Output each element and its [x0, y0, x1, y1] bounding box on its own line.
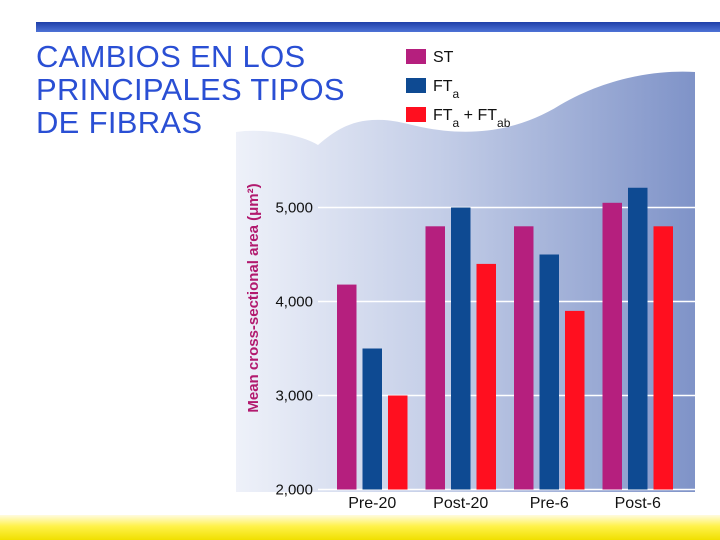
y-tick-label: 4,000: [275, 294, 313, 311]
top-rule: [36, 22, 720, 32]
y-tick-labels: 2,000 3,000 4,000 5,000: [275, 200, 313, 499]
legend-swatch: [406, 49, 426, 64]
category-label: Pre-20: [348, 495, 396, 512]
category-label: Pre-6: [530, 495, 569, 512]
slide-title: CAMBIOS EN LOS PRINCIPALES TIPOS DE FIBR…: [36, 40, 396, 139]
bar: [514, 226, 534, 490]
bar: [565, 310, 585, 490]
y-tick-label: 2,000: [275, 482, 313, 499]
y-tick-label: 3,000: [275, 388, 313, 405]
bottom-bar: [0, 515, 720, 540]
legend: ST FTa FTa + FTab: [406, 49, 511, 130]
legend-label: FTa + FTab: [433, 107, 511, 130]
title-line-2: PRINCIPALES TIPOS: [36, 72, 345, 107]
bar: [653, 226, 673, 490]
category-labels: Pre-20 Post-20 Pre-6 Post-6: [348, 495, 661, 512]
title-line-1: CAMBIOS EN LOS: [36, 39, 306, 74]
bar: [451, 207, 471, 490]
legend-swatch: [406, 107, 426, 122]
bar: [476, 263, 496, 490]
y-axis-label: Mean cross-sectional area (μm²): [245, 183, 262, 412]
bar: [362, 348, 382, 490]
title-line-3: DE FIBRAS: [36, 105, 203, 140]
category-label: Post-20: [433, 495, 488, 512]
bar: [602, 202, 622, 490]
legend-swatch: [406, 78, 426, 93]
bar: [539, 254, 559, 490]
category-label: Post-6: [615, 495, 661, 512]
bar: [628, 187, 648, 490]
bar: [337, 284, 357, 490]
y-tick-label: 5,000: [275, 200, 313, 217]
legend-label: FTa: [433, 78, 460, 101]
bars: [337, 187, 673, 490]
legend-label: ST: [433, 49, 454, 66]
bar: [425, 226, 445, 490]
bar: [388, 395, 408, 490]
